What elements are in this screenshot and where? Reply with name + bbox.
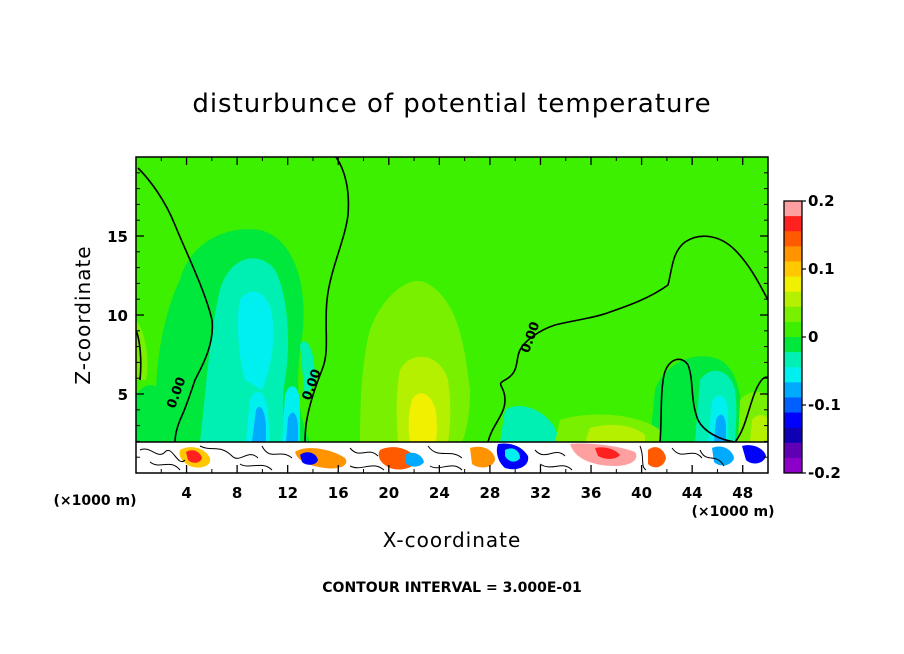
field-blob <box>136 385 170 442</box>
x-tick-label: 4 <box>181 484 191 502</box>
y-axis-label: Z-coordinate <box>71 245 95 384</box>
boundary-blob <box>505 448 520 462</box>
colorbar-tick-label: -0.2 <box>808 464 841 482</box>
colorbar-swatch <box>784 291 802 308</box>
chart-title: disturbunce of potential temperature <box>192 89 711 119</box>
x-tick-label: 20 <box>378 484 399 502</box>
field-blob <box>300 341 315 400</box>
colorbar-tick-label: 0.2 <box>808 192 835 210</box>
contour-line <box>304 157 350 443</box>
x-tick-label: 48 <box>732 484 753 502</box>
colorbar-swatch <box>784 352 802 368</box>
colorbar-swatch <box>784 412 802 429</box>
boundary-layer <box>136 442 768 473</box>
boundary-blob <box>300 452 318 465</box>
colorbar-swatch <box>784 261 802 278</box>
colorbar-swatch <box>784 382 802 398</box>
colorbar-swatch <box>784 276 802 293</box>
colorbar-swatch <box>784 442 802 459</box>
x-tick-label: 8 <box>232 484 242 502</box>
boundary-blob <box>378 447 416 470</box>
colorbar-swatch <box>784 397 802 414</box>
x-tick-label: 32 <box>530 484 551 502</box>
boundary-contours <box>139 445 725 471</box>
boundary-blob <box>595 447 620 459</box>
x-tick-label: 24 <box>429 484 450 502</box>
colorbar-swatch <box>784 427 802 444</box>
x-tick-label: 44 <box>682 484 703 502</box>
colorbar-tick-label: 0.1 <box>808 260 835 278</box>
y-axis-ticks: 5 10 15 <box>107 172 768 458</box>
contour-line <box>136 329 142 381</box>
boundary-blob <box>470 446 495 468</box>
y-tick-label: 15 <box>107 228 128 246</box>
y-tick-label: 10 <box>107 307 128 325</box>
x-tick-label: 16 <box>328 484 349 502</box>
y-tick-label: 5 <box>118 386 128 404</box>
boundary-blob <box>648 447 666 468</box>
colorbar-tick-label: 0 <box>808 328 818 346</box>
field-blob <box>408 393 437 442</box>
x-axis-label: X-coordinate <box>383 528 522 552</box>
colorbar-swatch <box>784 306 802 323</box>
plot-area <box>136 157 768 473</box>
field-blob <box>237 291 274 390</box>
field-blob <box>750 415 768 442</box>
boundary-blob <box>712 446 734 466</box>
colorbar-swatch <box>784 201 802 217</box>
colorbar-swatch <box>784 216 802 232</box>
colorbar-swatch <box>784 457 802 474</box>
x-tick-label: 36 <box>581 484 602 502</box>
x-tick-label: 12 <box>277 484 298 502</box>
colorbar-swatch <box>784 321 802 338</box>
field-blob <box>500 406 560 442</box>
x-tick-label: 40 <box>631 484 652 502</box>
colorbar <box>783 200 803 474</box>
colorbar-labels: 0.2 0.1 0 -0.1 -0.2 <box>802 192 841 482</box>
boundary-blob <box>186 450 202 463</box>
field-blob <box>252 406 266 442</box>
x-tick-label: 28 <box>479 484 500 502</box>
colorbar-swatch <box>784 231 802 247</box>
contour-line <box>659 358 768 443</box>
contour-line <box>137 167 214 443</box>
colorbar-swatch <box>784 367 802 383</box>
colorbar-swatch <box>784 337 802 353</box>
field-blob <box>286 412 298 442</box>
colorbar-tick-label: -0.1 <box>808 396 841 414</box>
x-unit-right: (×1000 m) <box>692 504 775 520</box>
field-blob <box>585 424 645 442</box>
field-blob <box>714 414 726 442</box>
contour-line <box>487 235 768 443</box>
x-unit-left: (×1000 m) <box>54 493 137 509</box>
field-blob <box>136 320 148 380</box>
boundary-blob <box>742 445 766 464</box>
colorbar-swatch <box>784 246 802 262</box>
contour-interval-note: CONTOUR INTERVAL = 3.000E-01 <box>322 580 581 596</box>
x-axis-ticks: 4 8 12 16 20 24 28 32 36 40 44 48 <box>160 157 753 502</box>
boundary-blob <box>405 452 424 467</box>
